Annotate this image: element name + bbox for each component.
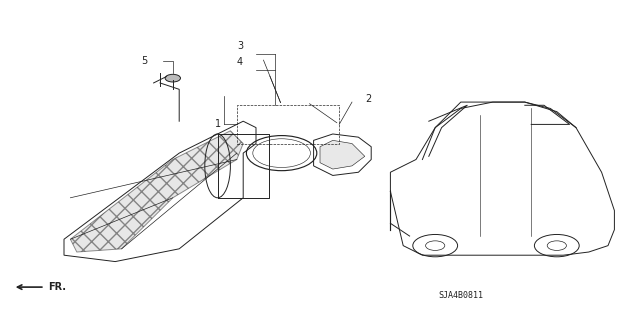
Text: 1: 1 bbox=[214, 119, 221, 130]
Text: 2: 2 bbox=[365, 94, 371, 104]
Polygon shape bbox=[320, 140, 365, 169]
Text: SJA4B0811: SJA4B0811 bbox=[438, 291, 483, 300]
Text: 3: 3 bbox=[237, 41, 243, 51]
Text: 4: 4 bbox=[237, 57, 243, 67]
Circle shape bbox=[165, 74, 180, 82]
Polygon shape bbox=[70, 131, 243, 252]
Text: FR.: FR. bbox=[48, 282, 66, 292]
Text: 5: 5 bbox=[141, 56, 147, 66]
